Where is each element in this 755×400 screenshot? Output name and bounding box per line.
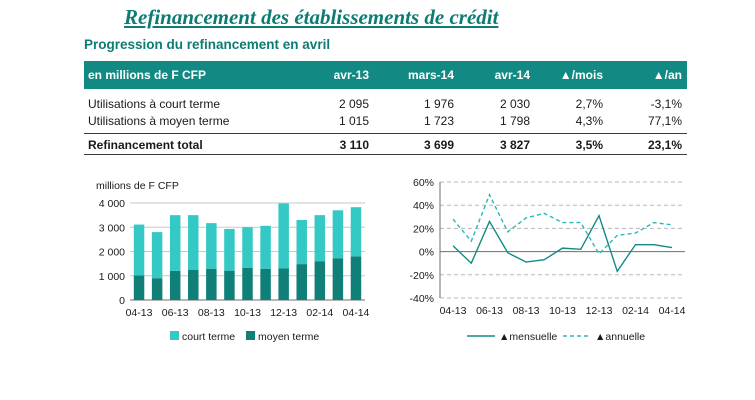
x-tick-label: 08-13 [198, 307, 225, 319]
y-tick-label: 60% [413, 177, 434, 189]
bar-segment-moyen-terme [332, 258, 344, 300]
bar-segment-moyen-terme [151, 278, 163, 300]
row-value: 77,1% [647, 114, 682, 128]
bar-segment-moyen-terme [133, 275, 145, 300]
row-value: 2 095 [338, 97, 369, 111]
y-tick-label: 4 000 [99, 198, 125, 210]
row-value: 1 015 [338, 114, 369, 128]
x-tick-label: 04-13 [440, 305, 467, 317]
bar-segment-moyen-terme [278, 268, 289, 300]
legend-label: ▲mensuelle [499, 331, 557, 343]
x-tick-label: 06-13 [476, 305, 503, 317]
bar-segment-court-terme [314, 215, 326, 262]
row-value: 2,7% [575, 97, 603, 111]
x-tick-label: 10-13 [234, 307, 261, 319]
row-value: 23,1% [647, 138, 682, 152]
row-value: 3 110 [339, 138, 369, 152]
line-chart: -40% -20% 0% 20% 40% 60% 04-13 06-13 08-13 10-13 1… [409, 177, 686, 343]
x-tick-label: 10-13 [549, 305, 576, 317]
series-line-mensuelle [452, 213, 673, 273]
bar-segment-court-terme [332, 210, 344, 259]
row-label: Refinancement total [88, 138, 203, 152]
y-tick-label: -40% [409, 293, 434, 305]
y-tick-label: 1 000 [99, 271, 125, 283]
legend-swatch [170, 331, 179, 340]
row-value: 1 798 [499, 114, 530, 128]
x-tick-label: 06-13 [162, 307, 189, 319]
y-tick-label: 20% [413, 223, 434, 235]
row-value: 3 827 [499, 138, 530, 152]
header-var-an: ▲/an [652, 68, 682, 82]
x-tick-label: 02-14 [306, 307, 333, 319]
legend-label: court terme [182, 331, 235, 343]
y-tick-label: 3 000 [99, 222, 125, 234]
series-line-annuelle [452, 193, 673, 256]
x-tick-label: 04-14 [343, 307, 370, 319]
bar-segment-court-terme [206, 223, 217, 269]
header-label: en millions de F CFP [88, 68, 207, 82]
bar-segment-moyen-terme [296, 264, 307, 300]
table-row: Utilisations à moyen terme 1 015 1 723 1… [84, 114, 687, 130]
bar-segment-moyen-terme [242, 267, 253, 300]
legend-label: moyen terme [258, 331, 319, 343]
x-tick-label: 08-13 [513, 305, 540, 317]
bar-segment-court-terme [296, 219, 307, 265]
bar-segment-court-terme [260, 225, 271, 269]
row-value: 1 976 [423, 97, 454, 111]
row-value: 1 723 [423, 114, 454, 128]
table-row-total: Refinancement total 3 110 3 699 3 827 3,… [84, 138, 687, 154]
header-var-mois: ▲/mois [559, 68, 603, 82]
bar-segment-court-terme [151, 232, 163, 279]
bar-segment-court-terme [188, 215, 199, 270]
table-bottom-rule [84, 154, 687, 155]
y-tick-label: -20% [409, 270, 434, 282]
y-tick-label: 2 000 [99, 247, 125, 259]
bar-segment-court-terme [242, 227, 253, 268]
bar-segment-court-terme [169, 215, 181, 271]
row-value: -3,1% [650, 97, 682, 111]
row-value: 4,3% [575, 114, 603, 128]
header-avr-14: avr-14 [494, 68, 530, 82]
page-title: Refinancement des établissements de créd… [124, 5, 499, 29]
row-label: Utilisations à moyen terme [88, 114, 230, 128]
x-tick-label: 04-13 [126, 307, 153, 319]
header-avr-13: avr-13 [333, 68, 369, 82]
header-mars-14: mars-14 [407, 68, 454, 82]
legend-label: ▲annuelle [595, 331, 645, 343]
bar-segment-moyen-terme [314, 261, 326, 300]
stacked-bar-chart: millions de F CFP 0 1 000 2 000 3 000 4 000 04… [96, 180, 370, 343]
bar-segment-court-terme [224, 228, 235, 271]
y-tick-label: 0% [419, 247, 434, 259]
bar-segment-moyen-terme [188, 269, 199, 300]
table-header-row: en millions de F CFP avr-13 mars-14 avr-… [84, 61, 687, 89]
y-tick-label: 40% [413, 200, 434, 212]
bar-segment-moyen-terme [224, 270, 235, 300]
bar-segment-moyen-terme [350, 256, 362, 300]
legend-swatch [246, 331, 255, 340]
table-divider [84, 133, 687, 134]
table-row: Utilisations à court terme 2 095 1 976 2… [84, 97, 687, 113]
y-tick-label: 0 [119, 295, 125, 307]
x-tick-label: 12-13 [270, 307, 297, 319]
y-axis-label: millions de F CFP [96, 180, 179, 192]
row-label: Utilisations à court terme [88, 97, 221, 111]
x-tick-label: 12-13 [586, 305, 613, 317]
bar-segment-moyen-terme [169, 270, 181, 300]
row-value: 2 030 [499, 97, 530, 111]
table-subtitle: Progression du refinancement en avril [84, 37, 331, 52]
x-tick-label: 04-14 [659, 305, 686, 317]
bar-segment-court-terme [350, 207, 362, 257]
row-value: 3 699 [423, 138, 454, 152]
bar-segment-court-terme [133, 224, 145, 276]
bar-segment-moyen-terme [206, 268, 217, 300]
bar-segment-moyen-terme [260, 268, 271, 300]
bar-segment-court-terme [278, 203, 289, 269]
row-value: 3,5% [575, 138, 603, 152]
x-tick-label: 02-14 [622, 305, 649, 317]
